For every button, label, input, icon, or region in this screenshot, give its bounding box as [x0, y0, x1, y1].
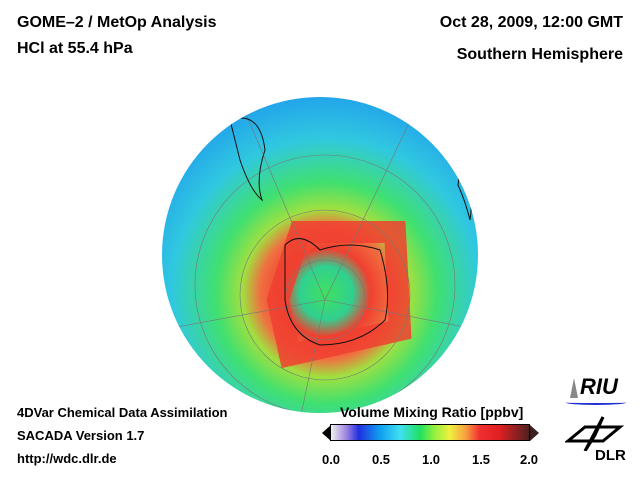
colorbar	[330, 424, 530, 441]
title-date: Oct 28, 2009, 12:00 GMT	[439, 14, 623, 31]
footer-url[interactable]: http://wdc.dlr.de	[17, 451, 117, 466]
graticule	[162, 99, 478, 413]
title-hemisphere: Southern Hemisphere	[456, 46, 623, 63]
colorbar-over-arrow	[530, 425, 539, 441]
colorbar-tick: 1.0	[421, 452, 441, 467]
globe-disk	[162, 97, 478, 413]
riu-logo: RIU	[566, 374, 626, 405]
colorbar-tick: 1.5	[471, 452, 491, 467]
antarctica-coastline	[284, 238, 389, 346]
dlr-logo: DLR	[563, 415, 626, 465]
dlr-logo-text: DLR	[595, 447, 626, 464]
footer-assimilation: 4DVar Chemical Data Assimilation	[17, 405, 228, 420]
south-america-coastline	[229, 117, 266, 202]
colorbar-tick: 0.5	[371, 452, 391, 467]
title-product: GOME–2 / MetOp Analysis	[17, 14, 217, 31]
title-species: HCl at 55.4 hPa	[17, 40, 133, 57]
colorbar-tick: 2.0	[519, 452, 539, 467]
colorbar-under-arrow	[322, 425, 331, 441]
riu-logo-text: RIU	[580, 374, 618, 399]
footer-version: SACADA Version 1.7	[17, 428, 145, 443]
colorbar-title: Volume Mixing Ratio [ppbv]	[340, 404, 524, 420]
riu-underline	[566, 400, 626, 405]
cathedral-icon	[570, 378, 578, 398]
dlr-emblem-icon	[563, 416, 625, 452]
colorbar-tick: 0.0	[321, 452, 341, 467]
